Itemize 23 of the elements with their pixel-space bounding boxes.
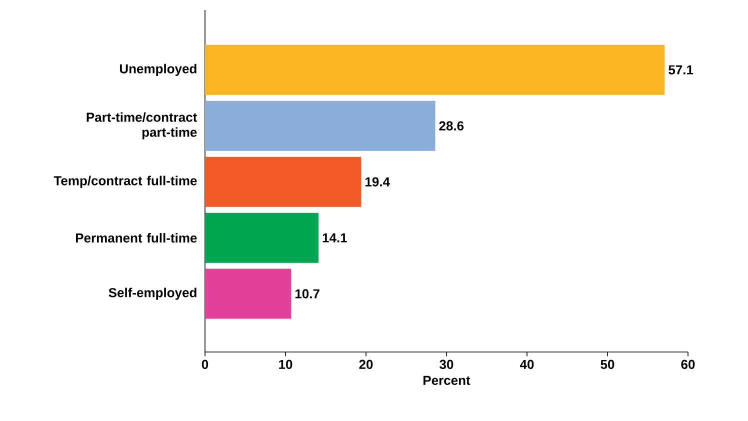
x-tick-label: 30 xyxy=(440,360,454,370)
y-tick-label: Unemployed xyxy=(120,64,196,76)
data-label: 19.4 xyxy=(366,177,390,186)
bar xyxy=(205,156,362,207)
data-label: 10.7 xyxy=(295,289,320,298)
x-tick-label: 20 xyxy=(359,360,373,370)
x-tick-label: 10 xyxy=(279,360,292,370)
y-tick-label: Part-time/contract part-time xyxy=(86,112,198,140)
bar xyxy=(205,268,292,319)
y-tick-label: Self-employed xyxy=(108,288,196,300)
bar xyxy=(205,212,319,263)
bar xyxy=(205,100,436,151)
data-label: 14.1 xyxy=(322,233,347,242)
x-axis-title: Percent xyxy=(424,376,470,385)
bar xyxy=(205,44,665,95)
x-tick-label: 60 xyxy=(681,360,695,370)
x-tick-label: 40 xyxy=(520,360,534,370)
data-label: 57.1 xyxy=(668,65,694,74)
data-label: 28.6 xyxy=(439,121,464,130)
y-tick-label: Temp/contract full-time xyxy=(54,176,197,188)
x-tick-label: 50 xyxy=(600,360,614,370)
x-tick-label: 0 xyxy=(202,360,208,370)
y-tick-label: Permanent full-time xyxy=(76,233,197,243)
